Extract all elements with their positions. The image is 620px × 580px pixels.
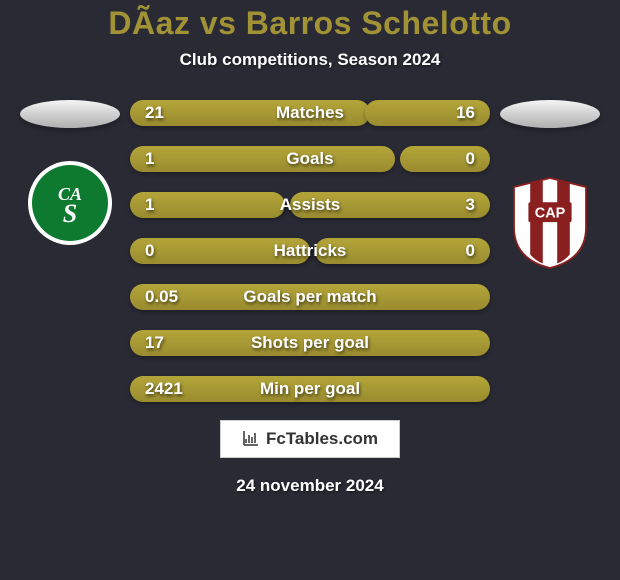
left-column: CA S xyxy=(10,100,130,402)
stat-value-left: 0.05 xyxy=(145,287,178,307)
stat-value-left: 0 xyxy=(145,241,154,261)
stat-label: Hattricks xyxy=(274,241,347,261)
footer-logo-text: FcTables.com xyxy=(266,429,378,449)
stat-value-left: 2421 xyxy=(145,379,183,399)
page-subtitle: Club competitions, Season 2024 xyxy=(180,50,441,70)
chart-icon xyxy=(242,429,260,450)
stat-row: 17 Shots per goal xyxy=(140,330,480,356)
stat-label: Assists xyxy=(280,195,340,215)
stat-label: Matches xyxy=(276,103,344,123)
stat-row: 1 Assists 3 xyxy=(140,192,480,218)
stat-value-right: 0 xyxy=(466,149,475,169)
stat-bar-left xyxy=(130,146,395,172)
stat-value-left: 17 xyxy=(145,333,164,353)
stat-row: 21 Matches 16 xyxy=(140,100,480,126)
stat-value-left: 1 xyxy=(145,149,154,169)
stat-value-right: 0 xyxy=(466,241,475,261)
cas-badge-icon: CA S xyxy=(25,158,115,248)
left-team-badge: CA S xyxy=(25,158,115,248)
main-container: DÃ­az vs Barros Schelotto Club competiti… xyxy=(0,0,620,580)
left-ellipse xyxy=(20,100,120,128)
right-team-badge: CAP xyxy=(505,178,595,268)
right-ellipse xyxy=(500,100,600,128)
stat-row: 0 Hattricks 0 xyxy=(140,238,480,264)
stat-bar-right xyxy=(400,146,490,172)
page-title: DÃ­az vs Barros Schelotto xyxy=(108,5,511,42)
stats-column: 21 Matches 16 1 Goals 0 1 Assists 3 0 Hattricks 0 0.… xyxy=(140,100,480,402)
stat-label: Goals xyxy=(286,149,333,169)
right-column: CAP xyxy=(490,100,610,402)
stat-row: 0.05 Goals per match xyxy=(140,284,480,310)
stat-value-left: 21 xyxy=(145,103,164,123)
cap-badge-icon: CAP xyxy=(505,168,595,278)
stat-row: 2421 Min per goal xyxy=(140,376,480,402)
footer-logo[interactable]: FcTables.com xyxy=(220,420,400,458)
svg-text:CAP: CAP xyxy=(535,206,566,222)
comparison-area: CA S 21 Matches 16 1 Goals 0 1 Assists 3 0 Hattric… xyxy=(0,100,620,402)
svg-text:S: S xyxy=(63,199,77,228)
stat-value-right: 3 xyxy=(466,195,475,215)
stat-value-left: 1 xyxy=(145,195,154,215)
stat-value-right: 16 xyxy=(456,103,475,123)
stat-label: Shots per goal xyxy=(251,333,369,353)
stat-label: Min per goal xyxy=(260,379,360,399)
stat-label: Goals per match xyxy=(243,287,376,307)
footer-date: 24 november 2024 xyxy=(236,476,383,496)
stat-row: 1 Goals 0 xyxy=(140,146,480,172)
